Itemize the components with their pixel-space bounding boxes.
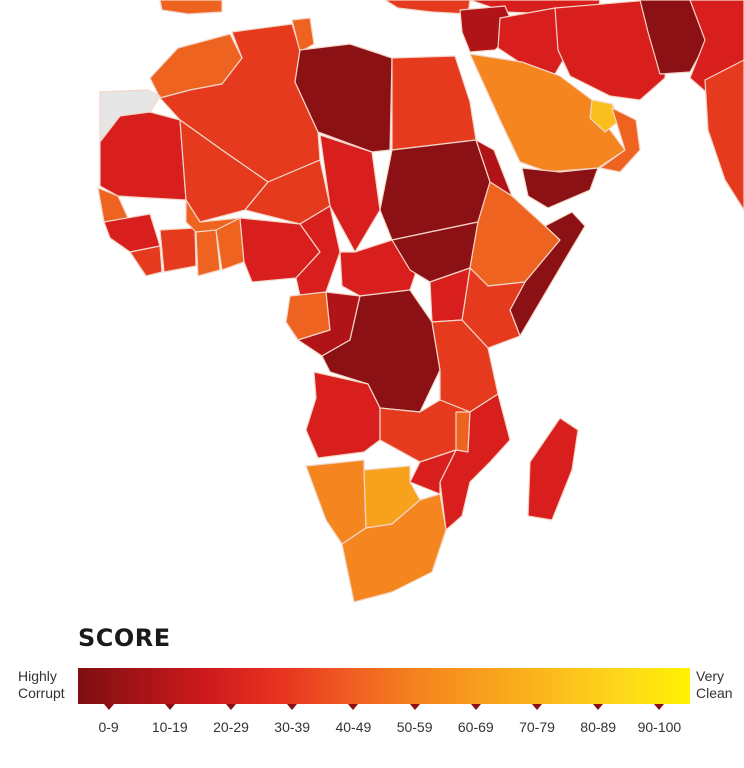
region-ivory-coast (159, 227, 197, 273)
legend-tick-50-59 (409, 704, 420, 710)
legend-left-label: Highly Corrupt (18, 668, 74, 702)
region-afghanistan (639, 0, 711, 75)
region-mozambique (439, 393, 511, 531)
region-india (704, 59, 744, 211)
legend-range-60-69: 60-69 (457, 719, 494, 735)
legend-left-label-text: Highly Corrupt (18, 668, 65, 701)
legend-right-label: Very Clean (696, 668, 744, 702)
legend-tick-70-79 (532, 704, 542, 710)
legend-range-80-89: 80-89 (580, 719, 617, 735)
legend-range-10-19: 10-19 (151, 719, 188, 735)
legend-tick-40-49 (348, 704, 359, 710)
region-namibia (305, 459, 367, 545)
region-mauritania (99, 111, 187, 201)
legend-range-40-49: 40-49 (335, 719, 372, 735)
region-europe-west (159, 0, 223, 15)
region-tunisia (291, 17, 315, 53)
region-egypt (391, 55, 477, 151)
region-europe-south (384, 0, 471, 15)
region-sierra-leone (129, 245, 163, 277)
region-zimbabwe (409, 449, 457, 495)
region-oman (599, 107, 641, 173)
legend-tick-90-100 (654, 704, 665, 710)
legend-range-30-39: 30-39 (274, 719, 311, 735)
region-ghana (195, 229, 221, 277)
legend-tick-20-29 (226, 704, 236, 710)
region-libya (294, 43, 393, 153)
africa-map (97, 0, 744, 603)
region-madagascar (527, 417, 579, 521)
legend-range-90-100: 90-100 (637, 719, 682, 735)
legend-tick-30-39 (287, 704, 298, 710)
legend-right-label-text: Very Clean (696, 668, 733, 701)
legend-range-70-79: 70-79 (519, 719, 555, 735)
legend-tick-60-69 (470, 704, 481, 710)
legend-range-50-59: 50-59 (396, 719, 433, 735)
legend-range-0-9: 0-9 (98, 719, 119, 735)
legend-tick-80-89 (593, 704, 604, 710)
region-angola (305, 371, 381, 459)
region-south-africa (341, 493, 447, 603)
legend-range-20-29: 20-29 (213, 719, 249, 735)
legend-scale: 0-9 10-19 20-29 30-39 40-49 50-59 60-69 70-79 80… (78, 704, 690, 744)
legend-gradient-bar (78, 668, 690, 704)
legend-tick-0-9 (103, 704, 114, 710)
region-chad (319, 134, 381, 253)
legend-tick-10-19 (164, 704, 175, 710)
legend-title: SCORE (78, 624, 171, 652)
region-yemen (521, 167, 599, 209)
